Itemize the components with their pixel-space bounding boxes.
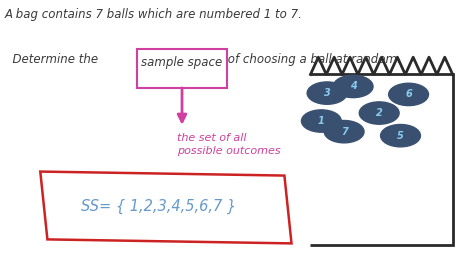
Circle shape <box>324 120 364 143</box>
Text: 4: 4 <box>350 81 356 92</box>
Text: 2: 2 <box>376 108 383 118</box>
Text: the set of all
possible outcomes: the set of all possible outcomes <box>177 133 281 156</box>
Circle shape <box>381 124 420 147</box>
Text: 6: 6 <box>405 89 412 99</box>
Text: 3: 3 <box>324 88 330 98</box>
Text: SS= { 1,2,3,4,5,6,7 }: SS= { 1,2,3,4,5,6,7 } <box>81 198 237 214</box>
Circle shape <box>359 102 399 124</box>
Text: 1: 1 <box>318 116 325 126</box>
Circle shape <box>333 75 373 98</box>
FancyBboxPatch shape <box>137 49 227 88</box>
Text: of choosing a ball at random.: of choosing a ball at random. <box>224 53 401 66</box>
Circle shape <box>307 82 347 104</box>
Text: Determine the: Determine the <box>5 53 101 66</box>
Text: 5: 5 <box>397 131 404 141</box>
Text: 7: 7 <box>341 127 347 137</box>
Circle shape <box>389 83 428 106</box>
Text: A bag contains 7 balls which are numbered 1 to 7.: A bag contains 7 balls which are numbere… <box>5 8 302 21</box>
Circle shape <box>301 110 341 132</box>
Text: sample space: sample space <box>141 56 223 69</box>
